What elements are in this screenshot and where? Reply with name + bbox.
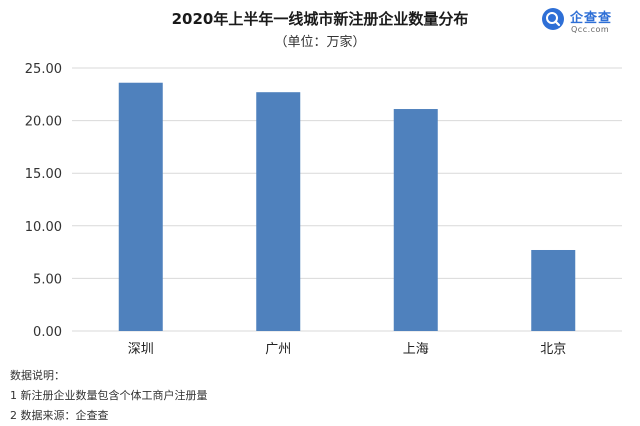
bars xyxy=(118,82,576,331)
x-tick-label: 深圳 xyxy=(128,342,154,357)
chart-title: 2020年上半年一线城市新注册企业数量分布 xyxy=(171,10,469,28)
bar-3 xyxy=(393,109,438,331)
chart-subtitle: （单位：万家） xyxy=(274,35,366,50)
x-tick-label: 广州 xyxy=(265,342,291,357)
notes-heading: 数据说明： xyxy=(10,369,65,382)
y-tick-label: 15.00 xyxy=(25,167,62,182)
y-axis-ticks: 0.00 5.00 10.00 15.00 20.00 25.00 xyxy=(25,62,62,340)
data-notes: 数据说明： 1 新注册企业数量包含个体工商户注册量 2 数据来源：企查查 xyxy=(10,366,208,426)
note-item: 1 新注册企业数量包含个体工商户注册量 xyxy=(10,389,208,402)
y-tick-label: 0.00 xyxy=(33,325,62,340)
note-item: 2 数据来源：企查查 xyxy=(10,409,109,422)
y-tick-label: 25.00 xyxy=(25,62,62,77)
x-tick-label: 北京 xyxy=(540,342,566,357)
qcc-logo-name: 企查查 xyxy=(570,11,613,26)
bar-4 xyxy=(531,249,576,331)
qcc-logo-icon xyxy=(542,8,564,30)
y-tick-label: 10.00 xyxy=(25,220,62,235)
bar-1 xyxy=(118,82,163,331)
y-tick-label: 20.00 xyxy=(25,115,62,130)
gridlines xyxy=(72,67,622,332)
y-tick-label: 5.00 xyxy=(33,272,62,287)
bar-2 xyxy=(256,92,301,331)
x-axis-ticks: 深圳 广州 上海 北京 xyxy=(128,342,567,357)
bar-chart: 0.00 5.00 10.00 15.00 20.00 25.00 深圳 广州 上海 北京 xyxy=(25,62,622,357)
x-tick-label: 上海 xyxy=(403,342,429,357)
qcc-logo-sub: Qcc.com xyxy=(571,25,610,34)
qcc-logo: 企查查 Qcc.com xyxy=(541,6,637,36)
